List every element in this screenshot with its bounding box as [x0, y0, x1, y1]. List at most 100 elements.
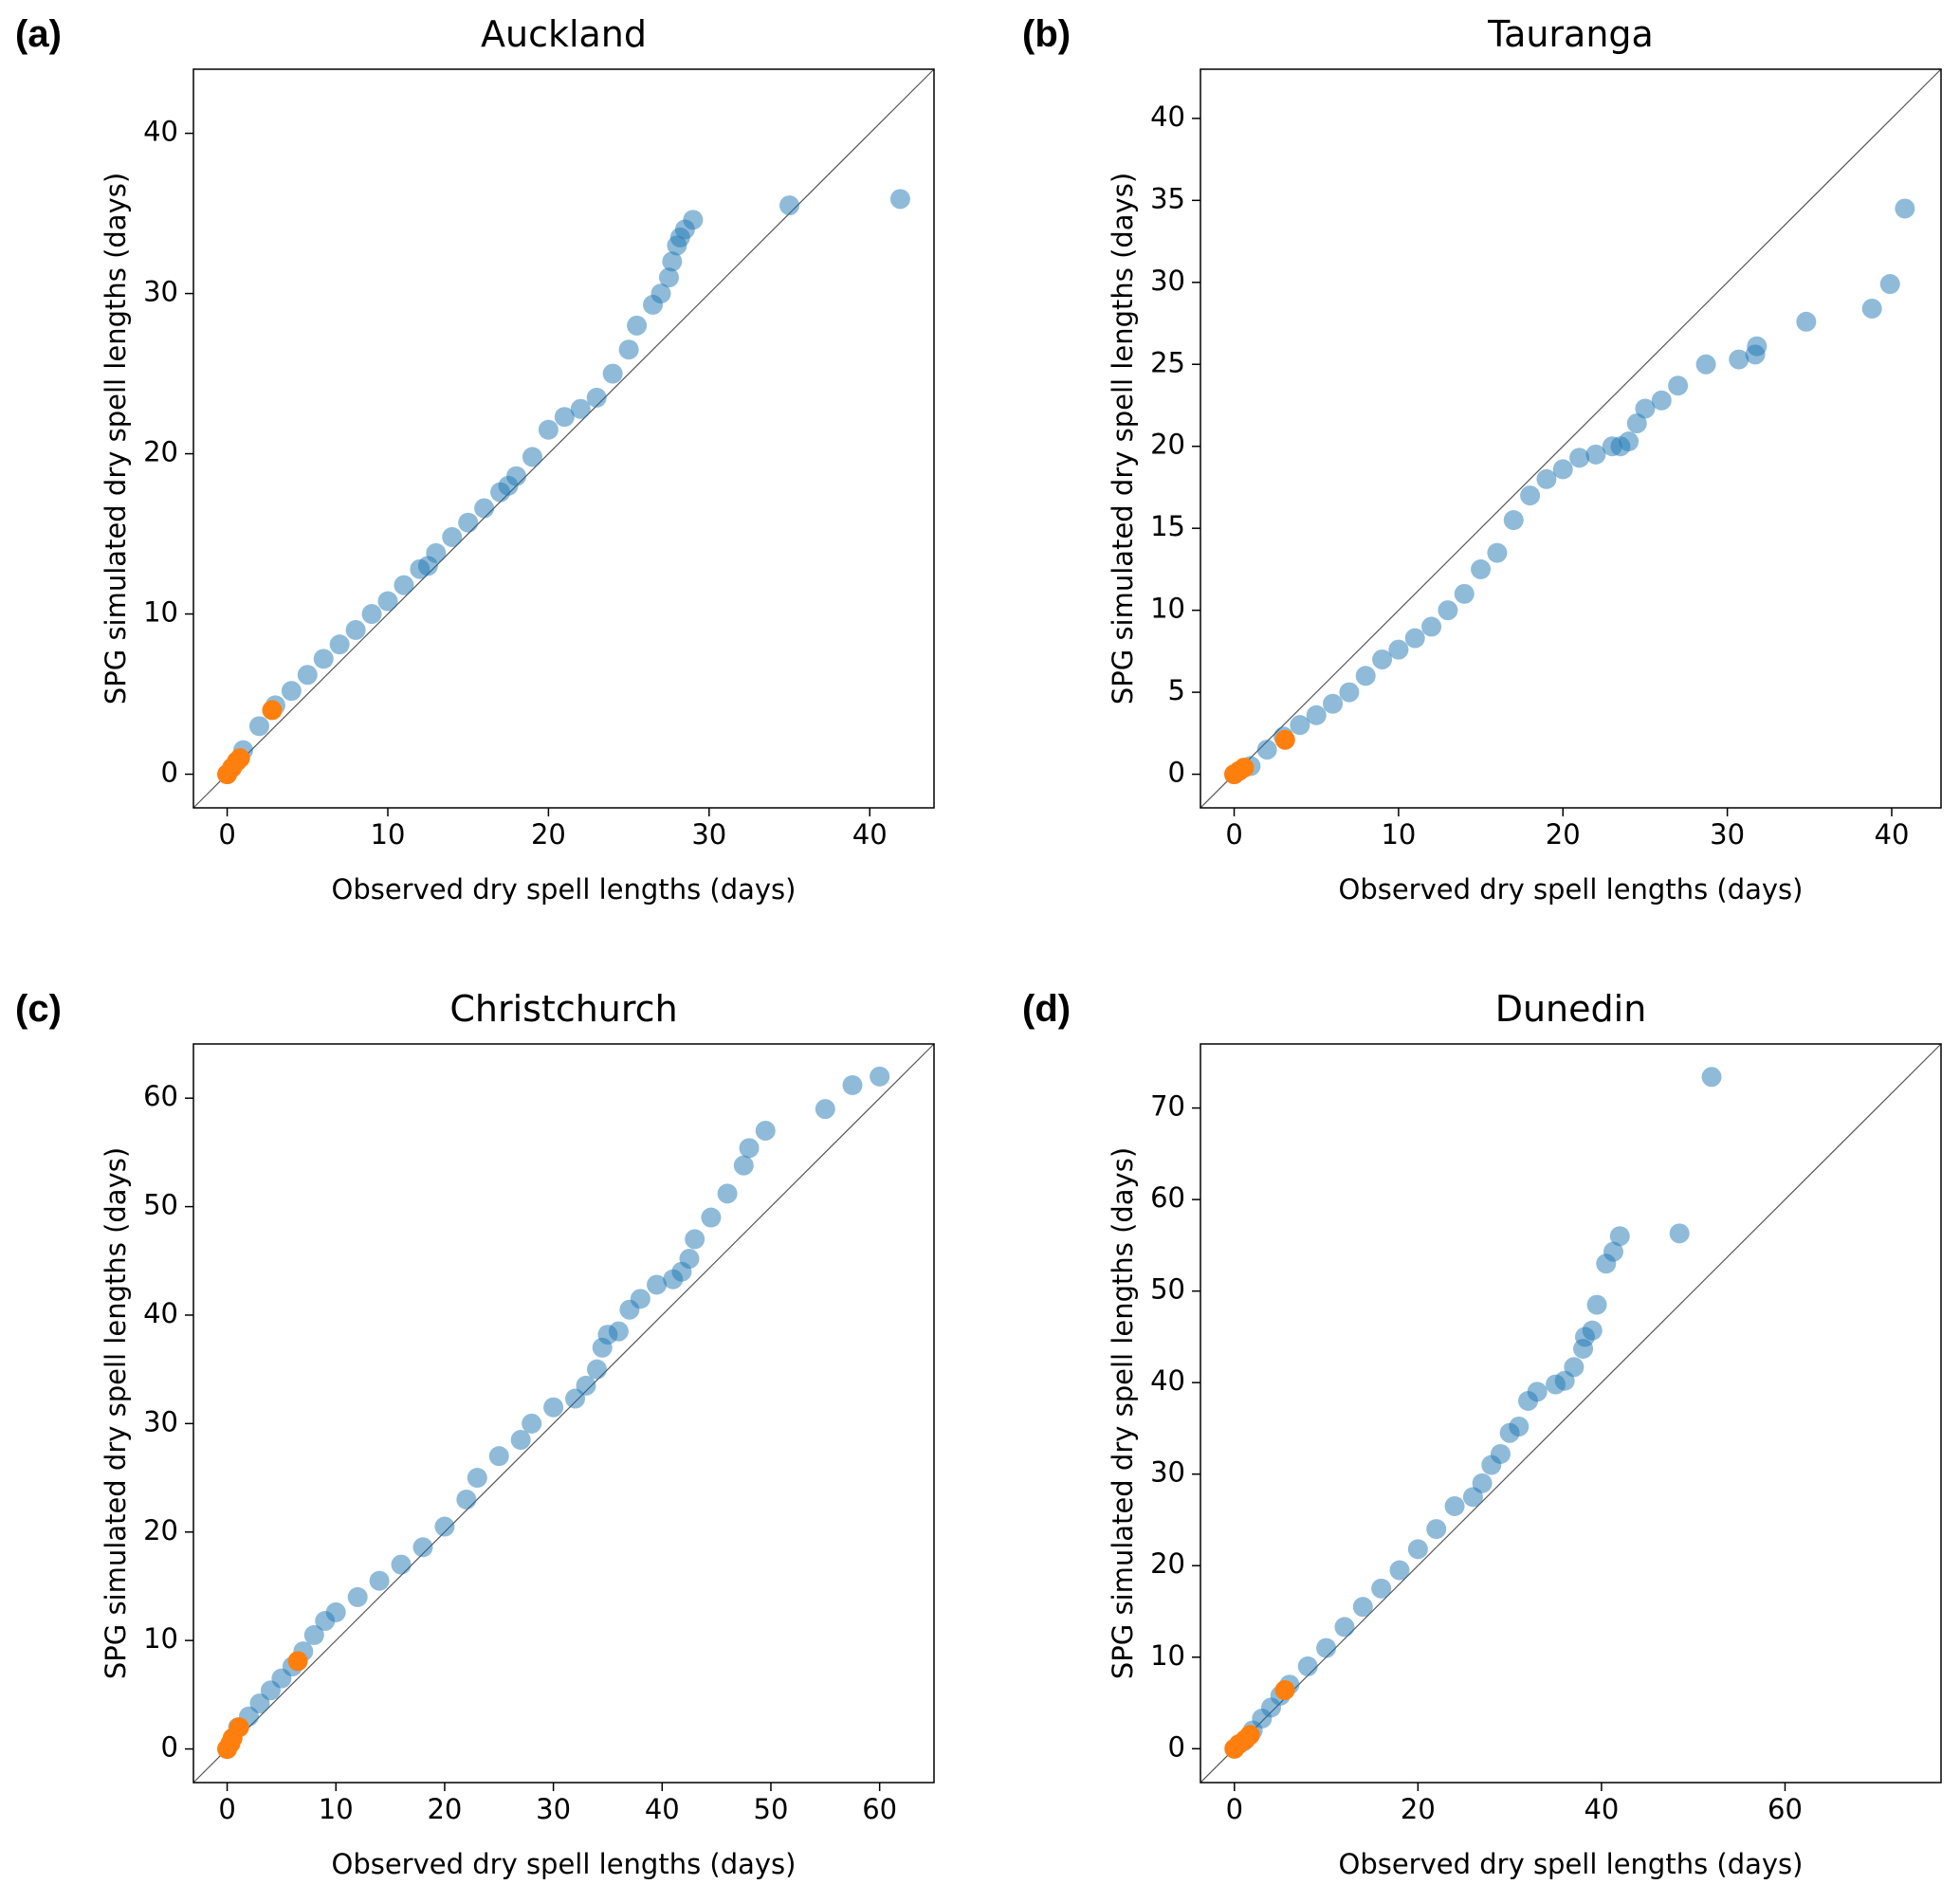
panel-label: (a): [15, 13, 62, 55]
y-axis-label: SPG simulated dry spell lengths (days): [100, 1147, 132, 1679]
panel-label: (c): [15, 988, 62, 1030]
x-tick-label: 30: [1710, 818, 1745, 851]
point: [1626, 413, 1647, 434]
y-tick-label: 50: [143, 1189, 178, 1221]
identity-line: [1200, 1043, 1942, 1784]
y-axis-label: SPG simulated dry spell lengths (days): [100, 173, 132, 704]
point: [1603, 1241, 1624, 1262]
point: [1389, 1560, 1410, 1581]
point: [870, 1066, 890, 1087]
point: [1316, 1638, 1337, 1658]
y-tick-label: 15: [1150, 510, 1185, 542]
point: [842, 1074, 863, 1095]
y-axis-label: SPG simulated dry spell lengths (days): [1107, 173, 1139, 704]
point: [1527, 1382, 1548, 1402]
point: [426, 542, 447, 563]
y-tick-label: 30: [143, 1405, 178, 1437]
x-tick-label: 0: [218, 1793, 235, 1825]
point: [510, 1430, 531, 1451]
y-tick-label: 40: [143, 1297, 178, 1329]
panel-label: (d): [1022, 988, 1071, 1030]
y-tick-label: 60: [143, 1080, 178, 1112]
point: [369, 1570, 390, 1591]
point: [1895, 198, 1915, 219]
point: [394, 575, 414, 595]
point: [679, 1248, 700, 1269]
y-tick-label: 35: [1150, 182, 1185, 214]
y-tick-label: 25: [1150, 346, 1185, 378]
point: [1454, 583, 1475, 604]
point: [1352, 1597, 1373, 1618]
point: [1651, 390, 1672, 411]
point: [522, 447, 542, 467]
x-tick-label: 10: [371, 818, 406, 851]
y-tick-label: 60: [1150, 1181, 1185, 1214]
panel: (d) Dunedin Observed dry spell lengths (da…: [1022, 988, 1942, 1880]
point: [543, 1397, 564, 1418]
point: [662, 251, 683, 272]
x-tick-label: 10: [1381, 818, 1416, 851]
y-tick-label: 40: [143, 116, 178, 148]
point: [488, 1446, 509, 1467]
point: [1796, 311, 1817, 332]
chart-title: Dunedin: [1495, 988, 1647, 1030]
point: [554, 407, 575, 428]
point: [1404, 628, 1425, 649]
point: [1586, 1294, 1607, 1315]
point: [1503, 510, 1524, 531]
point: [1421, 616, 1442, 637]
x-tick-label: 20: [531, 818, 566, 851]
y-axis-label: SPG simulated dry spell lengths (days): [1107, 1147, 1139, 1679]
y-tick-label: 0: [161, 757, 178, 789]
y-tick-label: 0: [1168, 757, 1185, 789]
point: [647, 1274, 668, 1295]
plot-frame: [192, 1043, 935, 1784]
point: [1582, 1320, 1603, 1341]
point: [755, 1121, 776, 1142]
point: [1619, 431, 1639, 452]
point: [1729, 349, 1749, 370]
point: [1536, 468, 1557, 489]
point: [1339, 682, 1360, 703]
y-tick-label: 0: [1168, 1730, 1185, 1763]
x-tick-label: 20: [427, 1793, 462, 1825]
point: [683, 210, 704, 230]
point: [779, 195, 800, 216]
point: [1520, 485, 1541, 506]
point: [1426, 1519, 1447, 1540]
identity-line: [192, 1043, 935, 1784]
point: [297, 665, 318, 686]
point: [1635, 398, 1656, 419]
point: [1668, 375, 1689, 396]
y-tick-label: 40: [1150, 1364, 1185, 1397]
panel-label: (b): [1022, 13, 1071, 55]
point: [1438, 600, 1458, 621]
x-tick-label: 0: [1226, 1793, 1243, 1825]
x-tick-label: 0: [218, 818, 235, 851]
point: [1297, 1656, 1318, 1676]
chart-title: Auckland: [481, 13, 647, 55]
point: [229, 1717, 249, 1738]
point: [303, 1624, 324, 1645]
x-axis-label: Observed dry spell lengths (days): [332, 873, 797, 906]
point: [1323, 693, 1344, 714]
point: [586, 387, 607, 408]
point: [1564, 1357, 1584, 1378]
y-tick-label: 50: [1150, 1273, 1185, 1306]
x-tick-label: 40: [645, 1793, 680, 1825]
panel: (c) Christchurch Observed dry spell length…: [15, 988, 935, 1880]
point: [650, 284, 671, 304]
plot-frame: [1200, 1043, 1942, 1784]
point: [248, 716, 269, 737]
x-axis-label: Observed dry spell lengths (days): [332, 1848, 797, 1880]
point: [1585, 444, 1606, 465]
point: [1234, 758, 1255, 778]
point: [630, 1289, 650, 1309]
point: [329, 634, 350, 655]
point: [1609, 1226, 1630, 1247]
point: [815, 1099, 835, 1120]
point: [313, 649, 334, 669]
identity-line: [192, 68, 935, 809]
y-tick-label: 10: [143, 1622, 178, 1655]
panel: (b) Tauranga Observed dry spell lengths (d…: [1022, 13, 1942, 906]
